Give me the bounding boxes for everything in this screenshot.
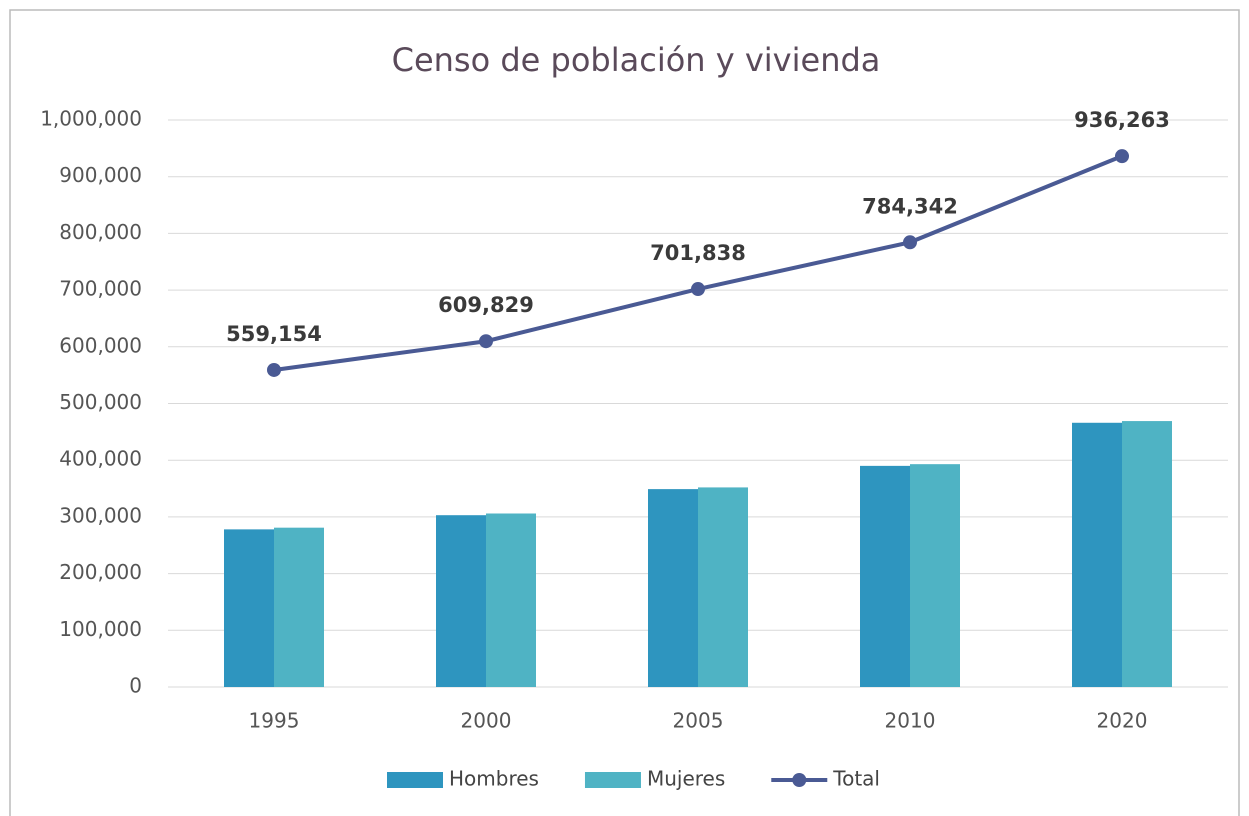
x-tick-label: 2005 (673, 709, 724, 733)
legend-label: Hombres (449, 767, 539, 791)
x-tick-label: 2000 (461, 709, 512, 733)
line-point (479, 334, 493, 349)
chart-frame (9, 9, 1240, 816)
line-point (691, 282, 705, 297)
y-tick-label: 0 (129, 674, 142, 698)
bar (486, 513, 536, 687)
data-label: 609,829 (438, 293, 534, 317)
bar (698, 487, 748, 687)
x-tick-label: 2010 (885, 709, 936, 733)
line-point (267, 362, 281, 377)
legend-swatch (584, 772, 641, 788)
bar (1072, 422, 1122, 687)
legend-swatch (387, 772, 443, 788)
bar (436, 515, 486, 687)
y-tick-label: 800,000 (59, 220, 142, 244)
bar (910, 464, 960, 687)
bar (224, 529, 274, 687)
y-tick-label: 600,000 (59, 333, 142, 357)
line-point (1115, 149, 1129, 164)
y-tick-label: 700,000 (59, 277, 142, 301)
data-label: 701,838 (650, 241, 746, 265)
data-label: 559,154 (226, 322, 322, 346)
y-tick-label: 1,000,000 (40, 107, 142, 131)
y-tick-label: 500,000 (59, 390, 142, 414)
bar (274, 527, 324, 687)
line-point (903, 235, 917, 250)
y-tick-label: 400,000 (59, 447, 142, 471)
y-tick-label: 200,000 (59, 560, 142, 584)
legend-label: Total (832, 767, 880, 791)
x-tick-label: 1995 (249, 709, 300, 733)
y-tick-label: 100,000 (59, 617, 142, 641)
y-tick-label: 900,000 (59, 163, 142, 187)
y-tick-label: 300,000 (59, 503, 142, 527)
legend-marker (792, 773, 807, 787)
bar (860, 465, 910, 687)
legend-label: Mujeres (647, 767, 725, 791)
x-tick-label: 2020 (1097, 709, 1148, 733)
chart-title: Censo de población y vivienda (392, 41, 881, 79)
data-label: 784,342 (862, 194, 958, 218)
data-label: 936,263 (1074, 108, 1170, 132)
bar (648, 489, 698, 687)
bar (1122, 421, 1172, 687)
